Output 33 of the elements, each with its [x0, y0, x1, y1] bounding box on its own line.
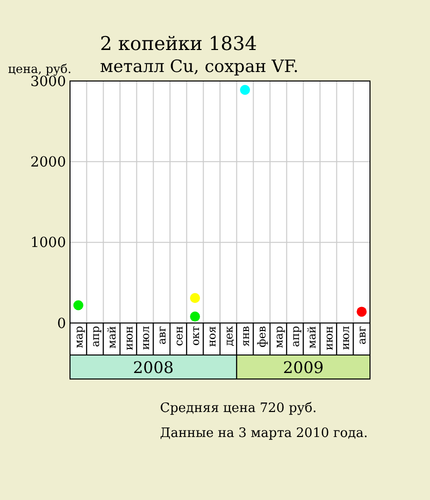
x-tick-label: мар: [272, 326, 286, 348]
x-tick-label: июн: [122, 326, 136, 350]
x-tick-label: июл: [139, 326, 152, 350]
x-tick-label: авг: [156, 326, 169, 345]
point: [190, 292, 200, 303]
x-tick-label: фев: [256, 326, 269, 348]
point: [73, 300, 84, 310]
x-tick-label: май: [306, 326, 319, 348]
text: 2009: [282, 358, 324, 377]
chart-subtitle: металл Cu, сохран VF.: [100, 57, 299, 77]
text: Данные на 3 марта 2010 года.: [160, 426, 368, 441]
x-tick-label: ноя: [206, 326, 219, 347]
y-tick-label: 2000: [30, 154, 66, 171]
y-tick-label: 0: [57, 316, 66, 332]
x-tick-label: дек: [222, 326, 236, 346]
point: [356, 306, 367, 317]
point: [190, 312, 200, 322]
y-tick-label: 1000: [30, 235, 66, 252]
x-tick-label: май: [106, 326, 119, 348]
chart-title: 2 копейки 1834: [100, 33, 257, 55]
x-tick-label: авг: [356, 326, 369, 345]
text: 2008: [132, 358, 174, 377]
x-tick-label: апр: [89, 326, 102, 347]
x-tick-label: июл: [339, 326, 352, 350]
x-tick-label: июн: [322, 326, 336, 350]
y-axis-title: цена, руб.: [8, 62, 72, 76]
x-tick-label: сен: [172, 326, 186, 346]
x-tick-label: апр: [289, 326, 302, 347]
x-tick-label: янв: [239, 326, 252, 346]
point: [240, 84, 250, 95]
text: Средняя цена 720 руб.: [160, 401, 317, 416]
x-tick-label: окт: [189, 326, 202, 346]
x-tick-label: мар: [72, 326, 86, 348]
